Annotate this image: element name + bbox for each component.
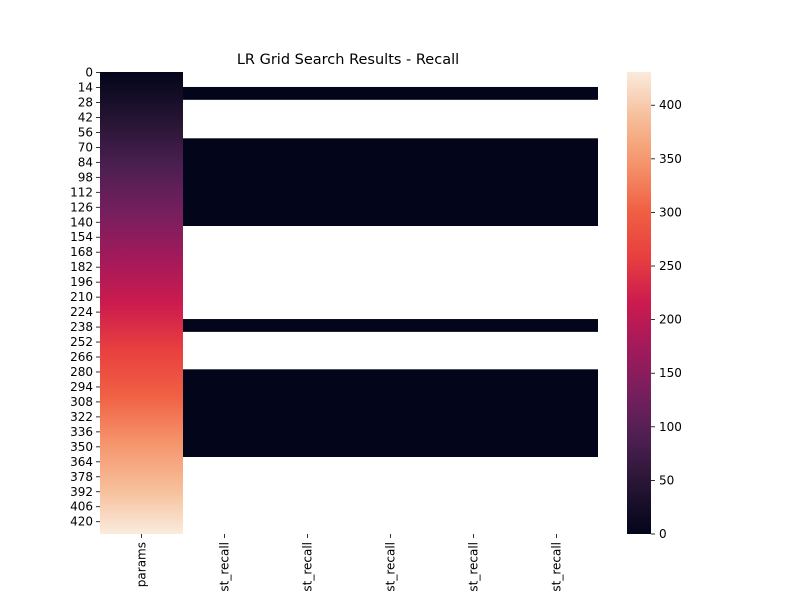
y-tick-label: 364: [70, 455, 93, 469]
recall-segment-2: [183, 99, 598, 139]
y-tick-label: 308: [70, 395, 93, 409]
colorbar-tick-label: 200: [659, 313, 682, 327]
y-tick-label: 140: [70, 215, 93, 229]
colorbar-tick-label: 100: [659, 420, 682, 434]
colorbar-ticks: 0 50 100 150 200 250 300 350 400: [651, 98, 682, 541]
y-tick-label: 280: [70, 365, 93, 379]
x-tick-label: st_recall: [301, 542, 315, 592]
y-tick-label: 238: [70, 320, 93, 334]
colorbar-tick-label: 400: [659, 98, 682, 112]
y-tick-label: 266: [70, 350, 93, 364]
colorbar-tick-label: 350: [659, 152, 682, 166]
y-tick-label: 126: [70, 200, 93, 214]
y-tick-label: 70: [78, 140, 93, 154]
y-axis-ticks: 0142842567084981121261401541681821962102…: [70, 66, 100, 529]
x-tick-label: st_recall: [550, 542, 564, 592]
x-axis-ticks: params st_recall st_recall st_recall st_reca…: [135, 534, 564, 592]
y-tick-label: 112: [70, 185, 93, 199]
x-tick-label: st_recall: [218, 542, 232, 592]
y-tick-label: 98: [78, 170, 93, 184]
recall-segment-4: [183, 226, 598, 320]
recall-segment-0: [183, 72, 598, 88]
y-tick-label: 210: [70, 290, 93, 304]
recall-segment-5: [183, 319, 598, 333]
heatmap-cells: [100, 72, 598, 535]
y-tick-label: 420: [70, 515, 93, 529]
y-tick-label: 392: [70, 485, 93, 499]
colorbar-tick-label: 150: [659, 366, 682, 380]
y-tick-label: 168: [70, 245, 93, 259]
colorbar-rect: [627, 72, 651, 534]
colorbar: 0 50 100 150 200 250 300 350 400: [627, 72, 682, 541]
y-tick-label: 154: [70, 230, 93, 244]
recall-segment-6: [183, 331, 598, 370]
y-tick-label: 182: [70, 260, 93, 274]
y-tick-label: 224: [70, 305, 93, 319]
y-tick-label: 14: [78, 81, 93, 95]
y-tick-label: 322: [70, 410, 93, 424]
recall-segment-7: [183, 369, 598, 458]
colorbar-tick-label: 0: [659, 527, 667, 541]
y-tick-label: 406: [70, 500, 93, 514]
y-tick-label: 0: [85, 66, 93, 80]
y-tick-label: 378: [70, 470, 93, 484]
x-tick-label: st_recall: [384, 542, 398, 592]
y-tick-label: 196: [70, 275, 93, 289]
y-tick-label: 252: [70, 335, 93, 349]
colorbar-tick-label: 50: [659, 473, 674, 487]
y-tick-label: 56: [78, 125, 93, 139]
y-tick-label: 336: [70, 425, 93, 439]
y-tick-label: 84: [78, 155, 93, 169]
y-tick-label: 350: [70, 440, 93, 454]
recall-segment-3: [183, 138, 598, 227]
params-column-cells: [100, 72, 183, 534]
colorbar-tick-label: 250: [659, 259, 682, 273]
colorbar-tick-label: 300: [659, 205, 682, 219]
x-tick-label: params: [135, 542, 149, 587]
y-tick-label: 294: [70, 380, 93, 394]
chart-title: LR Grid Search Results - Recall: [237, 52, 459, 68]
x-tick-label: st_recall: [467, 542, 481, 592]
y-tick-label: 28: [78, 95, 93, 109]
recall-segment-8: [183, 457, 598, 535]
y-tick-label: 42: [78, 110, 93, 124]
recall-segment-1: [183, 86, 598, 101]
